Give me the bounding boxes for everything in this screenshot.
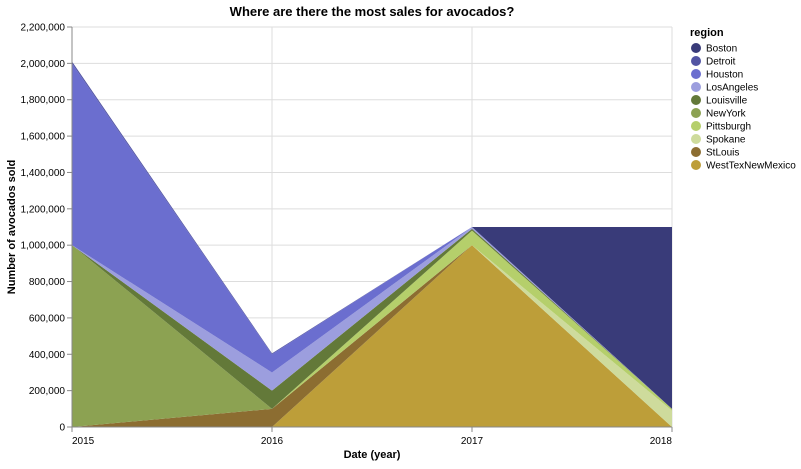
legend-swatch-newyork — [691, 108, 701, 118]
legend-swatch-louisville — [691, 95, 701, 105]
x-tick-label: 2016 — [261, 436, 284, 447]
x-axis-title: Date (year) — [344, 449, 401, 461]
axes: 0 200,000 400,000 600,000 800,000 1,000,000 1,… — [21, 23, 673, 447]
legend-label-newyork: NewYork — [706, 109, 747, 120]
legend-swatch-losangeles — [691, 82, 701, 92]
y-tick-label: 2,200,000 — [21, 23, 66, 34]
legend-label-pittsburgh: Pittsburgh — [706, 122, 751, 133]
legend-label-houston: Houston — [706, 70, 743, 81]
area-series-boston — [72, 61, 672, 409]
areas — [72, 61, 672, 427]
y-axis-title: Number of avocados sold — [6, 160, 18, 294]
legend-swatch-houston — [691, 69, 701, 79]
x-tick-label: 2017 — [461, 436, 484, 447]
y-tick-label: 1,600,000 — [21, 132, 66, 143]
y-tick-label: 0 — [59, 423, 65, 434]
area-series-newyork — [72, 230, 672, 427]
y-tick-label: 400,000 — [29, 350, 66, 361]
legend-label-spokane: Spokane — [706, 135, 746, 146]
legend-label-stlouis: StLouis — [706, 148, 739, 159]
legend-label-detroit: Detroit — [706, 57, 736, 68]
legend: region Boston Detroit Houston LosAngeles Lou… — [690, 27, 796, 172]
y-tick-label: 200,000 — [29, 386, 66, 397]
legend-label-louisville: Louisville — [706, 96, 748, 107]
legend-swatch-detroit — [691, 56, 701, 66]
legend-swatch-stlouis — [691, 147, 701, 157]
chart-title: Where are there the most sales for avoca… — [230, 4, 515, 19]
x-tick-label: 2015 — [72, 436, 95, 447]
area-series-houston — [72, 63, 672, 409]
legend-swatch-westtexnewmexico — [691, 160, 701, 170]
legend-swatch-spokane — [691, 134, 701, 144]
legend-title: region — [690, 27, 724, 39]
y-tick-label: 1,200,000 — [21, 204, 66, 215]
legend-label-boston: Boston — [706, 44, 737, 55]
y-tick-label: 1,800,000 — [21, 95, 66, 106]
y-tick-label: 800,000 — [29, 277, 66, 288]
legend-swatch-boston — [691, 43, 701, 53]
legend-label-losangeles: LosAngeles — [706, 83, 758, 94]
x-tick-label: 2018 — [650, 436, 673, 447]
area-series-spokane — [72, 245, 672, 427]
y-tick-label: 1,000,000 — [21, 241, 66, 252]
y-tick-label: 2,000,000 — [21, 59, 66, 70]
area-series-stlouis — [72, 245, 672, 427]
area-series-pittsburgh — [72, 230, 672, 427]
legend-label-westtexnewmexico: WestTexNewMexico — [706, 161, 796, 172]
legend-swatch-pittsburgh — [691, 121, 701, 131]
y-tick-label: 1,400,000 — [21, 168, 66, 179]
y-tick-label: 600,000 — [29, 313, 66, 324]
